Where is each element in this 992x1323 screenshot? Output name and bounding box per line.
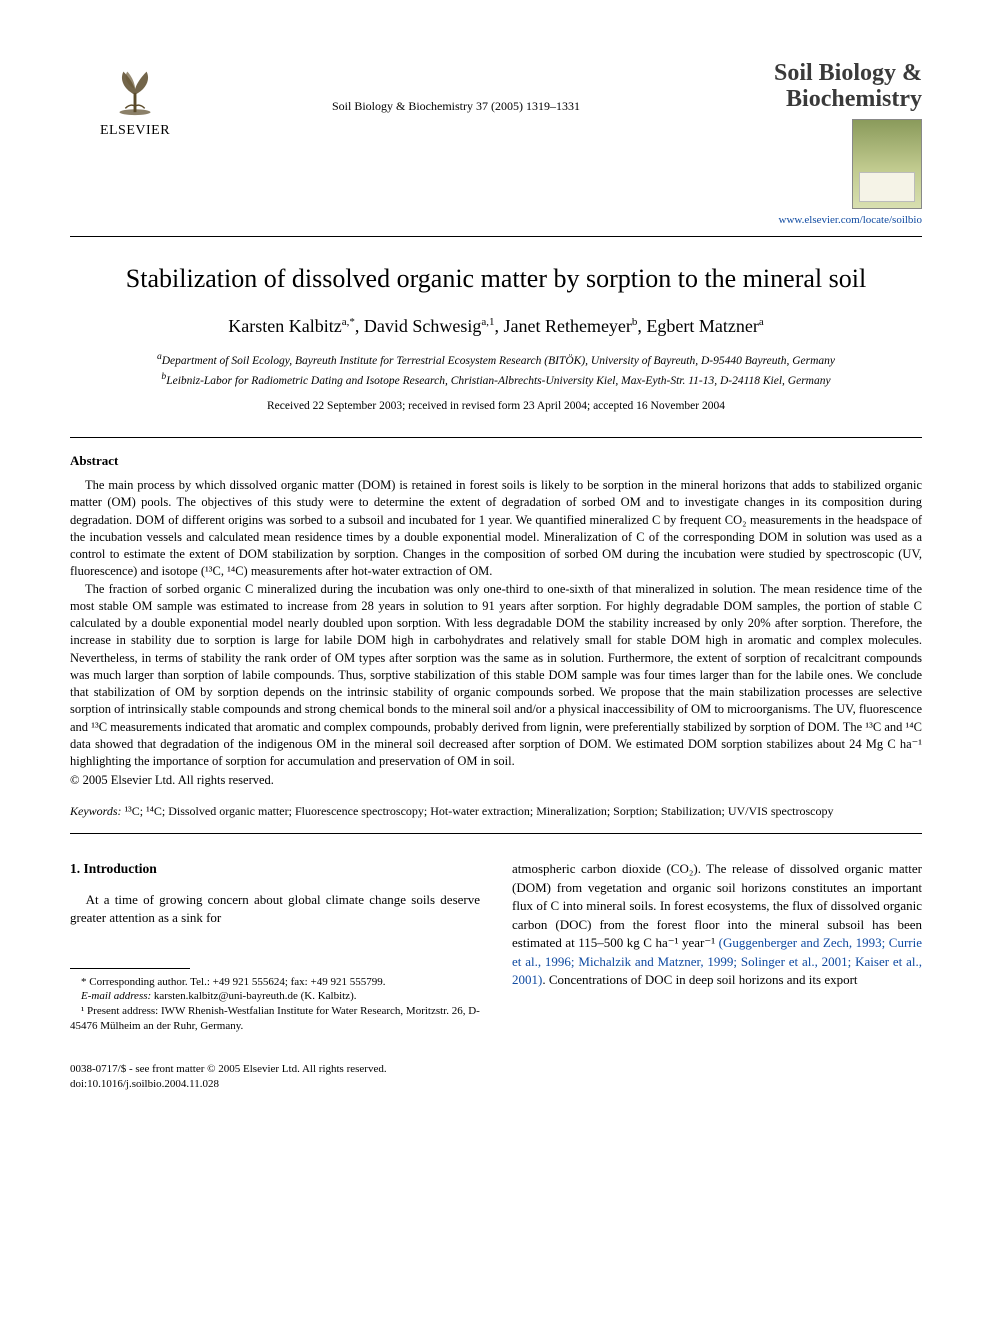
footnote-email-value: karsten.kalbitz@uni-bayreuth.de (K. Kalb… (154, 990, 357, 1002)
journal-url-link[interactable]: www.elsevier.com/locate/soilbio (712, 213, 922, 228)
page-header: ELSEVIER Soil Biology & Biochemistry 37 … (70, 60, 922, 228)
footnote-email: E-mail address: karsten.kalbitz@uni-bayr… (70, 989, 480, 1004)
abstract-para-1: The main process by which dissolved orga… (70, 477, 922, 581)
paper-title: Stabilization of dissolved organic matte… (70, 261, 922, 296)
introduction-heading: 1. Introduction (70, 860, 480, 878)
journal-title: Soil Biology & Biochemistry (712, 60, 922, 113)
front-matter-line: 0038-0717/$ - see front matter © 2005 El… (70, 1062, 480, 1077)
intro-right-post: . Concentrations of DOC in deep soil hor… (542, 972, 857, 987)
left-column: 1. Introduction At a time of growing con… (70, 860, 480, 1091)
journal-title-line1: Soil Biology & (774, 60, 922, 86)
footnote-email-label: E-mail address: (81, 990, 151, 1002)
journal-title-line2: Biochemistry (786, 86, 922, 112)
keywords-block: Keywords: ¹³C; ¹⁴C; Dissolved organic ma… (70, 803, 922, 819)
keywords-text: ¹³C; ¹⁴C; Dissolved organic matter; Fluo… (125, 804, 834, 818)
publisher-block: ELSEVIER (70, 60, 200, 141)
body-two-column: 1. Introduction At a time of growing con… (70, 860, 922, 1091)
introduction-left-text: At a time of growing concern about globa… (70, 891, 480, 928)
doi-block: 0038-0717/$ - see front matter © 2005 El… (70, 1062, 480, 1092)
abstract-bottom-rule (70, 833, 922, 834)
affiliations: aDepartment of Soil Ecology, Bayreuth In… (70, 350, 922, 389)
abstract-heading: Abstract (70, 452, 922, 470)
abstract-top-rule (70, 437, 922, 438)
publisher-name: ELSEVIER (100, 122, 170, 141)
keywords-label: Keywords: (70, 804, 122, 818)
affiliation-b: Leibniz-Labor for Radiometric Dating and… (166, 374, 830, 386)
introduction-right-text: atmospheric carbon dioxide (CO₂). The re… (512, 860, 922, 989)
footnote-present-address: ¹ Present address: IWW Rhenish-Westfalia… (70, 1004, 480, 1034)
journal-cover-thumbnail (852, 119, 922, 209)
footnote-rule (70, 968, 190, 969)
abstract-para-2: The fraction of sorbed organic C mineral… (70, 581, 922, 771)
doi-line: doi:10.1016/j.soilbio.2004.11.028 (70, 1077, 480, 1092)
author-list: Karsten Kalbitza,*, David Schwesiga,1, J… (70, 314, 922, 338)
abstract-body: The main process by which dissolved orga… (70, 477, 922, 770)
abstract-copyright: © 2005 Elsevier Ltd. All rights reserved… (70, 772, 922, 789)
citation-line: Soil Biology & Biochemistry 37 (2005) 13… (200, 60, 712, 114)
header-rule (70, 236, 922, 237)
footnote-corresponding: * Corresponding author. Tel.: +49 921 55… (70, 975, 480, 990)
elsevier-tree-icon (106, 60, 164, 118)
article-dates: Received 22 September 2003; received in … (70, 399, 922, 415)
journal-block: Soil Biology & Biochemistry www.elsevier… (712, 60, 922, 228)
right-column: atmospheric carbon dioxide (CO₂). The re… (512, 860, 922, 1091)
affiliation-a: Department of Soil Ecology, Bayreuth Ins… (162, 355, 835, 367)
